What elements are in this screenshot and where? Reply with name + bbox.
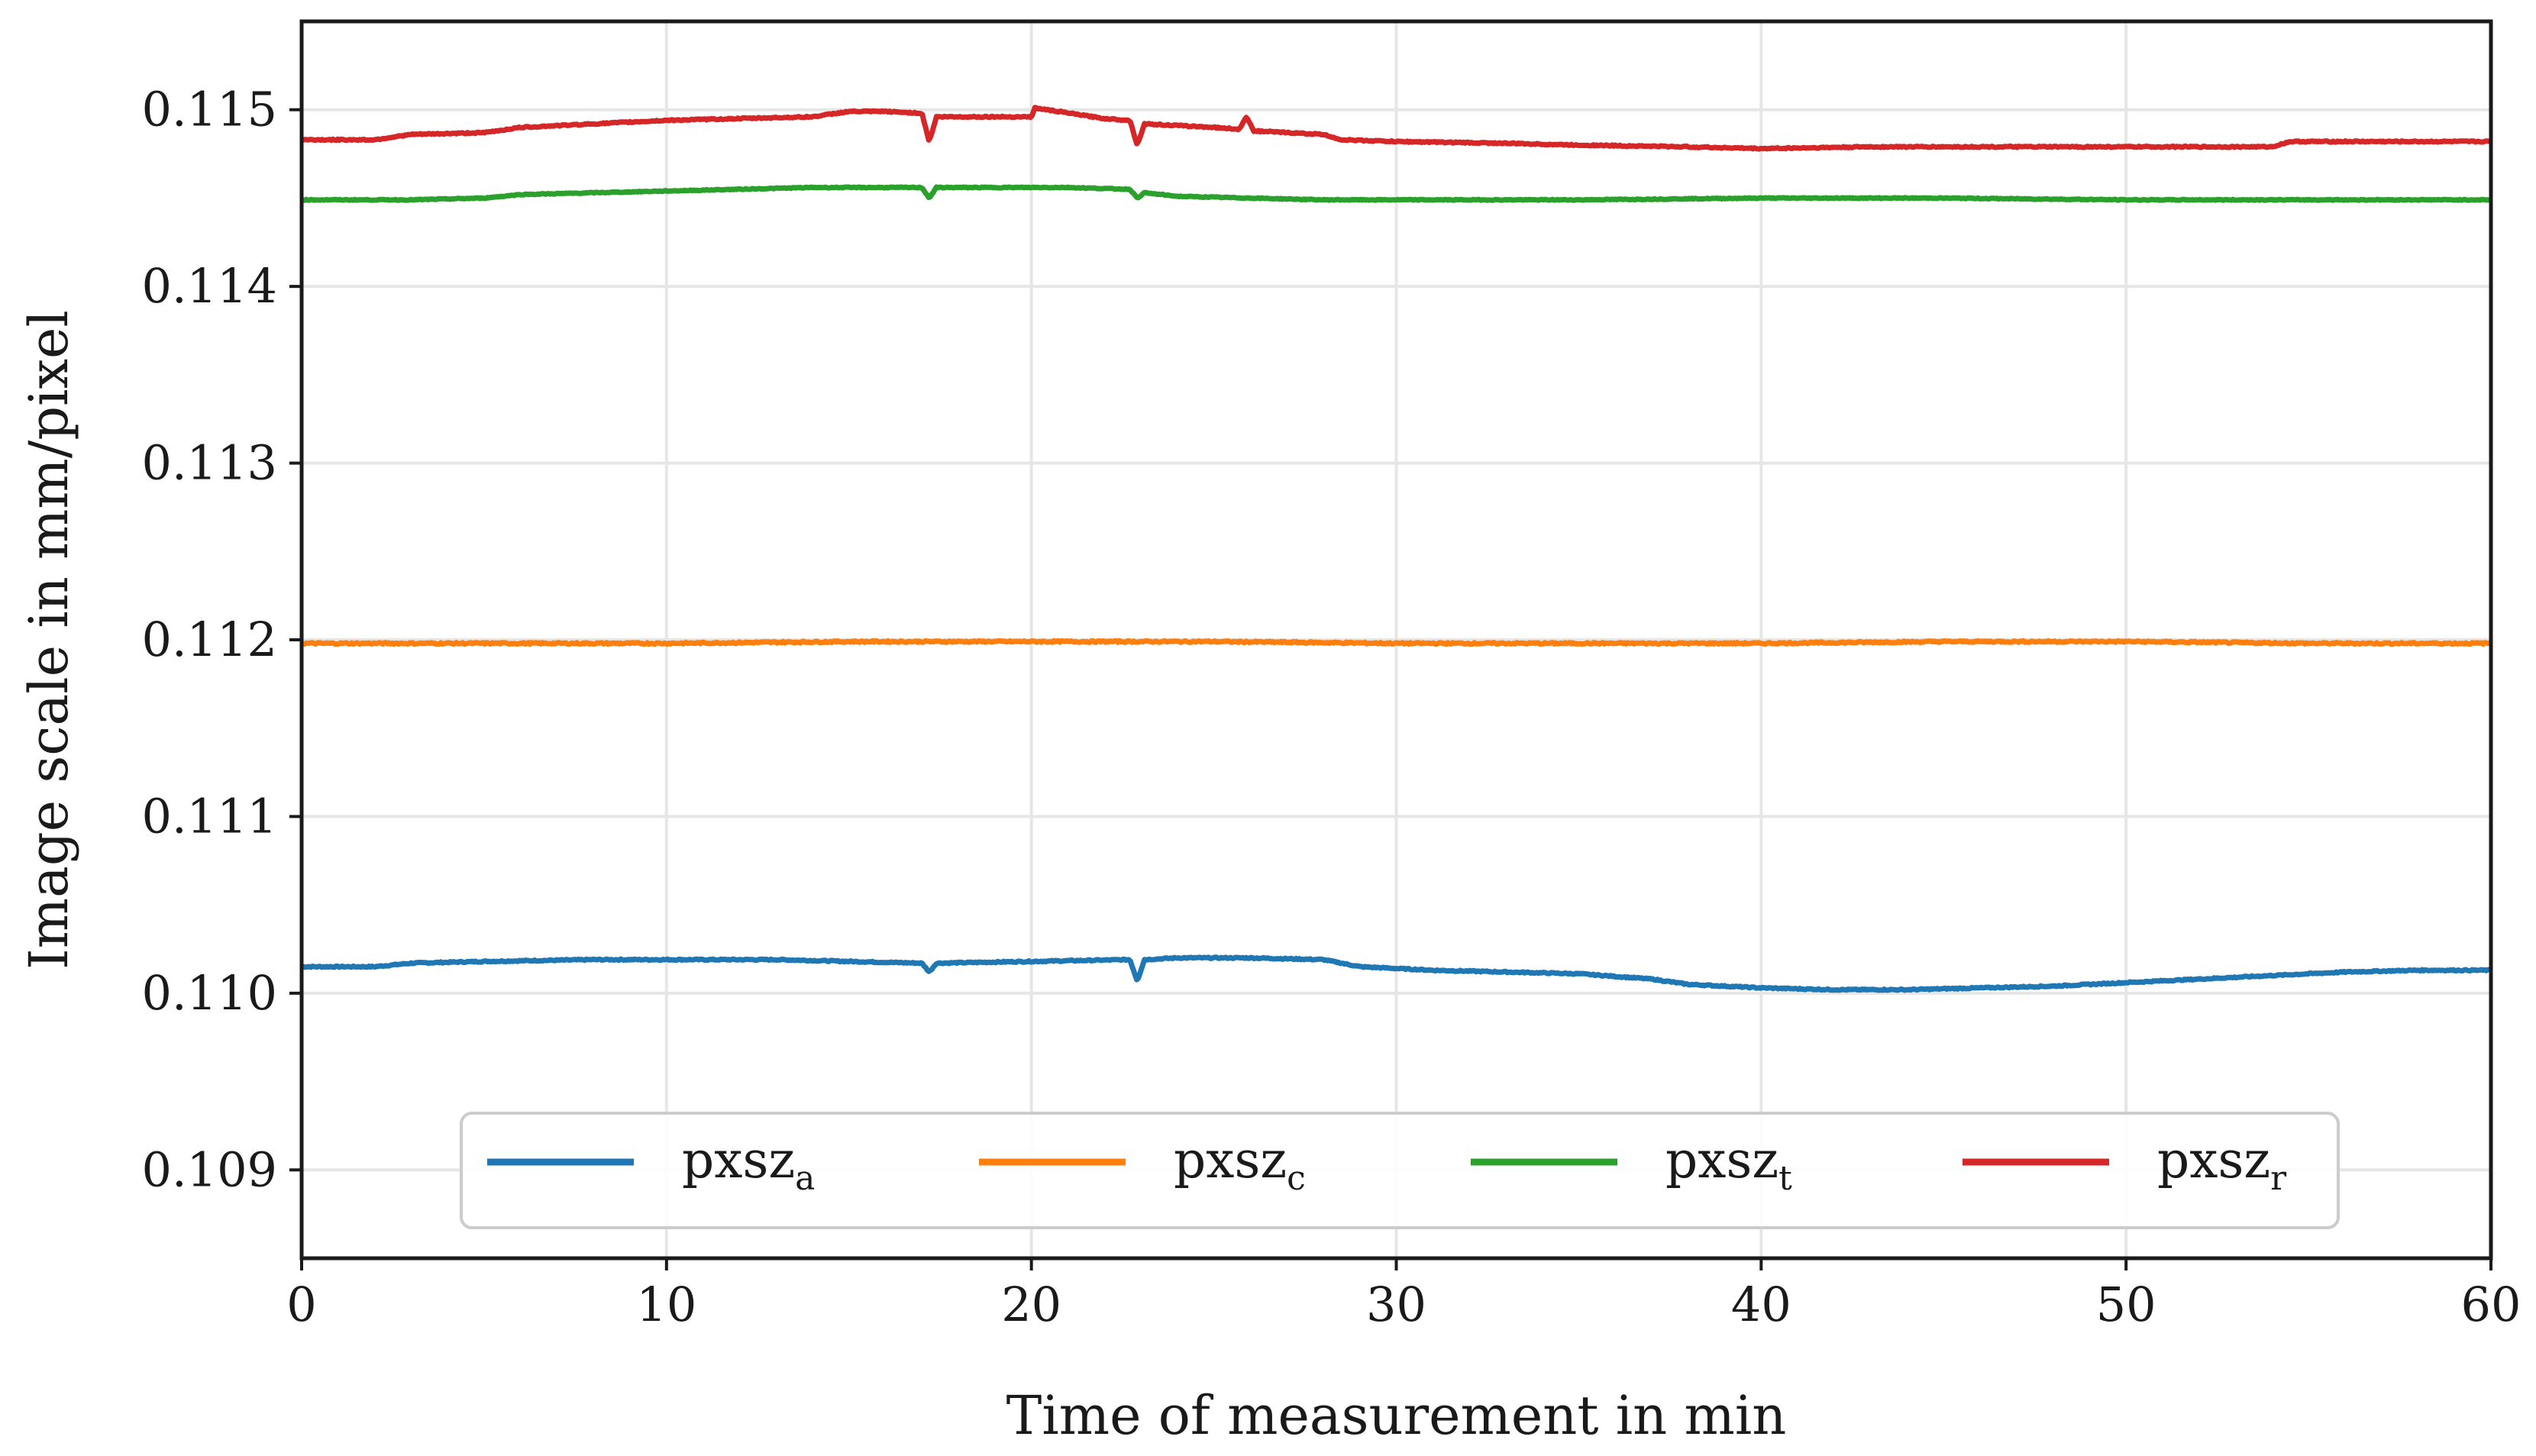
x-tick-label: 20 (1001, 1277, 1061, 1332)
x-tick-label: 10 (636, 1277, 696, 1332)
x-tick-label: 40 (1731, 1277, 1791, 1332)
y-tick-label: 0.113 (142, 435, 278, 491)
legend-label-pxsz-a: pxsza (682, 1131, 815, 1198)
series-line-pxsz-r (300, 105, 2492, 152)
y-tick-label: 0.109 (142, 1141, 278, 1197)
legend-box (460, 1112, 2340, 1229)
legend-label-pxsz-r: pxszr (2157, 1131, 2287, 1198)
x-tick-label: 30 (1366, 1277, 1426, 1332)
legend-label-pxsz-t: pxszt (1665, 1131, 1792, 1198)
x-axis-ticks: 0 10 20 30 40 50 60 (286, 1258, 2521, 1332)
y-tick-label: 0.114 (142, 258, 278, 314)
y-tick-label: 0.112 (142, 612, 278, 667)
series-line-pxsz-a (300, 954, 2492, 993)
x-axis-label: Time of measurement in min (1006, 1384, 1787, 1447)
y-axis-ticks: 0.109 0.110 0.111 0.112 0.113 0.114 0.115 (142, 82, 302, 1197)
y-tick-label: 0.111 (142, 788, 278, 844)
x-tick-label: 60 (2461, 1277, 2521, 1332)
series-line-pxsz-t (300, 184, 2492, 203)
y-axis-label: Image scale in mm/pixel (18, 310, 80, 970)
y-tick-label: 0.110 (142, 965, 278, 1021)
x-tick-label: 0 (286, 1277, 316, 1332)
series-lines (300, 105, 2492, 993)
legend-label-pxsz-c: pxszc (1174, 1131, 1306, 1198)
y-tick-label: 0.115 (142, 82, 278, 137)
series-line-pxsz-c (300, 638, 2492, 647)
legend: pxsza pxszc pxszt pxszr (460, 1112, 2340, 1229)
x-tick-label: 50 (2096, 1277, 2156, 1332)
